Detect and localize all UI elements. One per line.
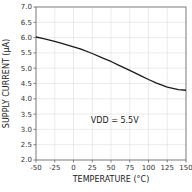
y-grid-line xyxy=(36,98,186,99)
y-grid-line xyxy=(36,37,186,38)
y-grid-line xyxy=(36,144,186,145)
y-grid-line xyxy=(36,22,186,23)
x-tick-label: 0 xyxy=(71,164,75,172)
y-grid-line xyxy=(36,129,186,130)
curve xyxy=(36,37,186,90)
y-tick-label: 5.5 xyxy=(21,49,32,57)
y-axis-label: SUPPLY CURRENT (μA) xyxy=(2,39,11,128)
y-grid-line xyxy=(36,83,186,84)
x-tick-label: 150 xyxy=(179,164,192,172)
chart-container: -50 -25 0 25 50 75 100 125 150 2.0 2.5 3.0 3.5 4.0 4.5… xyxy=(0,0,192,192)
y-grid-line xyxy=(36,68,186,69)
y-tick-label: 4.5 xyxy=(21,80,32,88)
x-tick-label: 75 xyxy=(125,164,134,172)
x-tick-label: 25 xyxy=(88,164,97,172)
y-tick-label: 7.0 xyxy=(21,3,32,11)
x-tick-label: 100 xyxy=(142,164,155,172)
x-tick-label: -50 xyxy=(30,164,41,172)
y-grid-line xyxy=(36,52,186,53)
x-tick-label: 125 xyxy=(161,164,174,172)
chart: -50 -25 0 25 50 75 100 125 150 2.0 2.5 3.0 3.5 4.0 4.5… xyxy=(0,0,192,192)
grid xyxy=(36,7,186,160)
axes: -50 -25 0 25 50 75 100 125 150 2.0 2.5 3.0 3.5 4.0 4.5… xyxy=(21,3,192,172)
y-tick-label: 4.0 xyxy=(21,95,32,103)
y-tick-label: 3.5 xyxy=(21,111,32,119)
annotation: VDD = 5.5V xyxy=(91,116,139,125)
y-tick-label: 5.0 xyxy=(21,65,32,73)
plot-background xyxy=(36,7,186,160)
y-grid-line xyxy=(36,114,186,115)
y-tick-label: 6.0 xyxy=(21,34,32,42)
plot-area xyxy=(36,37,186,90)
plot-frame xyxy=(36,7,186,160)
x-axis-label: TEMPERATURE (°C) xyxy=(72,175,150,184)
y-tick-label: 2.0 xyxy=(21,156,32,164)
x-tick-label: -25 xyxy=(49,164,60,172)
y-tick-label: 6.5 xyxy=(21,19,32,27)
x-tick-label: 50 xyxy=(107,164,116,172)
y-tick-label: 3.0 xyxy=(21,126,32,134)
y-tick-label: 2.5 xyxy=(21,141,32,149)
